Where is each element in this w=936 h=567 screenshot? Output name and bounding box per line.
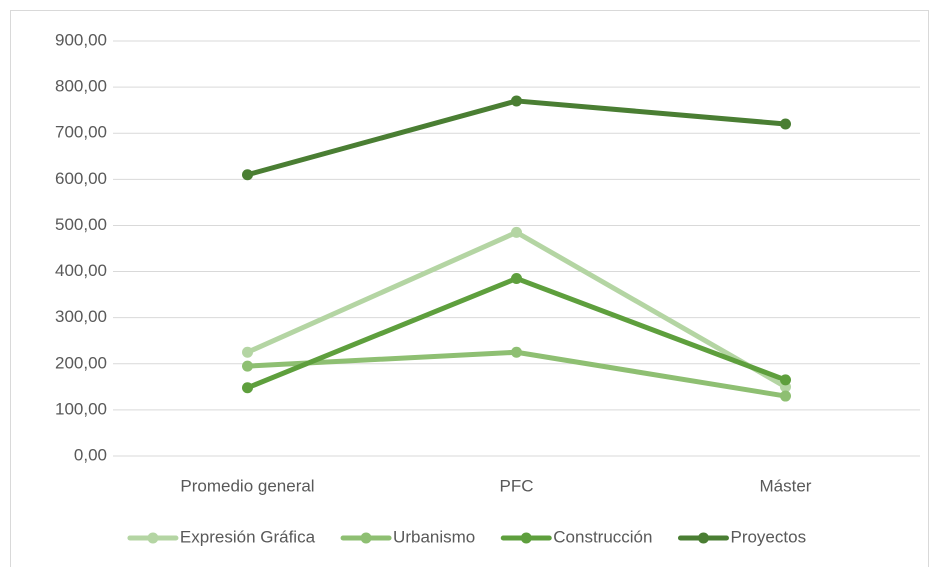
chart-frame (10, 10, 929, 567)
y-tick-label: 900,00 (55, 30, 107, 49)
legend-marker (147, 532, 159, 544)
data-point (242, 169, 253, 181)
data-point (511, 346, 522, 358)
x-tick-label: Máster (760, 476, 812, 495)
data-point (511, 95, 522, 107)
legend-item: Urbanismo (340, 527, 475, 546)
legend-marker (360, 532, 372, 544)
y-tick-label: 700,00 (55, 123, 107, 142)
x-tick-label: Promedio general (180, 476, 314, 495)
data-point (242, 382, 253, 394)
data-point (511, 226, 522, 238)
legend-item: Construcción (500, 527, 652, 546)
legend-label: Proyectos (730, 527, 806, 546)
x-tick-label: PFC (500, 476, 534, 495)
data-point (780, 118, 791, 130)
legend-label: Urbanismo (393, 527, 475, 546)
legend-label: Construcción (553, 527, 652, 546)
y-tick-label: 400,00 (55, 261, 107, 280)
y-tick-label: 600,00 (55, 169, 107, 188)
y-tick-label: 800,00 (55, 77, 107, 96)
legend-label: Expresión Gráfica (180, 527, 316, 546)
y-tick-label: 300,00 (55, 307, 107, 326)
data-point (242, 360, 253, 372)
y-tick-label: 200,00 (55, 353, 107, 372)
data-point (511, 272, 522, 284)
y-tick-label: 500,00 (55, 215, 107, 234)
legend-item: Proyectos (677, 527, 806, 546)
data-point (780, 390, 791, 402)
data-point (780, 374, 791, 386)
legend-item: Expresión Gráfica (127, 527, 316, 546)
legend-marker (697, 532, 709, 544)
data-point (242, 346, 253, 358)
y-tick-label: 100,00 (55, 399, 107, 418)
y-tick-label: 0,00 (74, 445, 107, 464)
legend-marker (520, 532, 532, 544)
legend: Expresión Gráfica Urbanismo Construcción Pr… (127, 527, 806, 546)
